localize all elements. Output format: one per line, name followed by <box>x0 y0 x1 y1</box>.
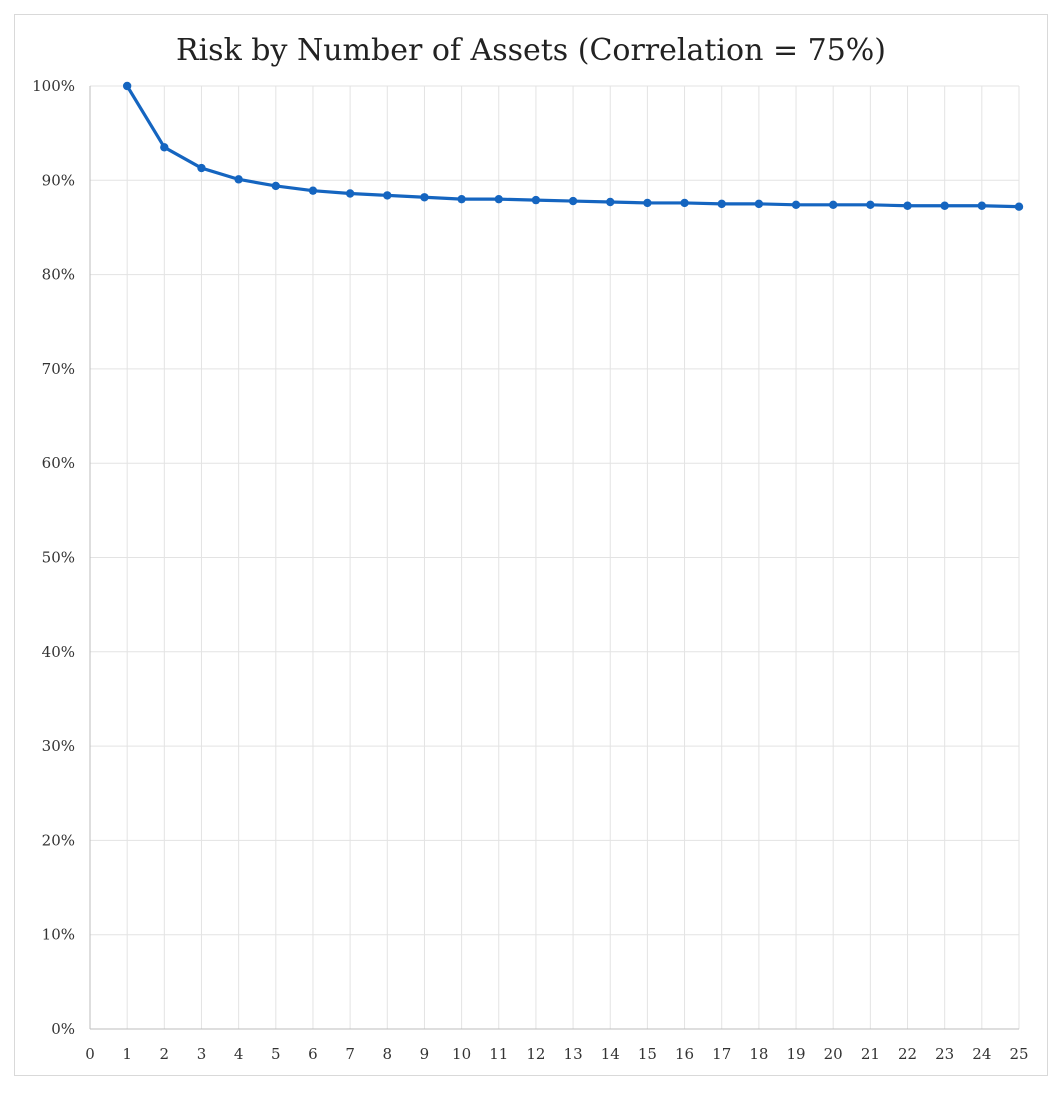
x-tick-label: 2 <box>160 1045 170 1063</box>
x-tick-label: 0 <box>85 1045 95 1063</box>
y-tick-label: 90% <box>42 171 75 189</box>
axes <box>89 86 1019 1030</box>
data-point <box>308 186 318 195</box>
x-tick-label: 25 <box>1009 1045 1028 1063</box>
x-tick-label: 10 <box>452 1045 471 1063</box>
y-tick-label: 100% <box>32 77 75 95</box>
data-point <box>197 163 206 173</box>
data-point <box>903 201 912 210</box>
y-tick-label: 30% <box>42 737 75 755</box>
data-point <box>494 194 503 204</box>
y-tick-label: 40% <box>42 643 75 661</box>
x-tick-label: 8 <box>383 1045 393 1063</box>
y-tick-label: 50% <box>42 549 75 567</box>
x-tick-label: 13 <box>564 1045 583 1063</box>
x-tick-label: 22 <box>898 1045 917 1063</box>
data-point <box>940 201 949 210</box>
x-tick-label: 15 <box>638 1045 657 1063</box>
x-tick-label: 11 <box>489 1045 508 1063</box>
x-tick-label: 17 <box>712 1045 731 1063</box>
data-point <box>829 200 838 210</box>
x-tick-label: 21 <box>861 1045 880 1063</box>
y-tick-label: 0% <box>51 1020 75 1038</box>
x-tick-label: 24 <box>972 1045 991 1063</box>
y-tick-label: 60% <box>42 454 75 472</box>
data-point <box>717 199 726 209</box>
data-point <box>271 181 280 191</box>
y-tick-label: 20% <box>42 831 75 849</box>
data-point <box>531 195 541 205</box>
x-tick-label: 20 <box>824 1045 843 1063</box>
data-point <box>122 81 132 91</box>
x-tick-label: 23 <box>935 1045 954 1063</box>
data-point <box>643 198 652 208</box>
x-tick-label: 14 <box>601 1045 620 1063</box>
chart-frame <box>14 14 1048 1076</box>
x-tick-label: 9 <box>420 1045 430 1063</box>
data-point <box>383 191 392 200</box>
data-point <box>754 199 764 209</box>
y-tick-label: 10% <box>42 926 75 944</box>
data-point <box>457 194 466 204</box>
series <box>122 81 1024 211</box>
y-tick-label: 80% <box>42 266 75 284</box>
x-tick-label: 4 <box>234 1045 244 1063</box>
x-tick-label: 7 <box>345 1045 355 1063</box>
data-point <box>866 200 875 210</box>
data-point <box>606 197 615 207</box>
data-point <box>234 175 243 184</box>
x-tick-label: 6 <box>308 1045 318 1063</box>
x-tick-label: 3 <box>197 1045 207 1063</box>
x-tick-label: 19 <box>786 1045 805 1063</box>
data-point <box>1014 202 1024 211</box>
x-tick-label: 18 <box>749 1045 768 1063</box>
data-point <box>160 143 169 152</box>
x-tick-label: 12 <box>526 1045 545 1063</box>
x-tick-label: 5 <box>271 1045 281 1063</box>
data-point <box>977 201 987 210</box>
data-point <box>420 193 429 202</box>
tick-labels: 0 1 2 3 4 5 6 7 8 9 10 11 12 13 14 15 16 17 18 19 20 21 22 23 24… <box>32 77 1028 1063</box>
data-point <box>791 200 801 210</box>
data-point <box>568 196 578 206</box>
x-tick-label: 16 <box>675 1045 694 1063</box>
data-point <box>680 198 689 208</box>
y-tick-label: 70% <box>42 360 75 378</box>
x-tick-label: 1 <box>122 1045 132 1063</box>
chart-title: Risk by Number of Assets (Correlation = … <box>176 33 886 68</box>
grid-lines <box>90 85 1020 1029</box>
data-point <box>345 189 355 198</box>
